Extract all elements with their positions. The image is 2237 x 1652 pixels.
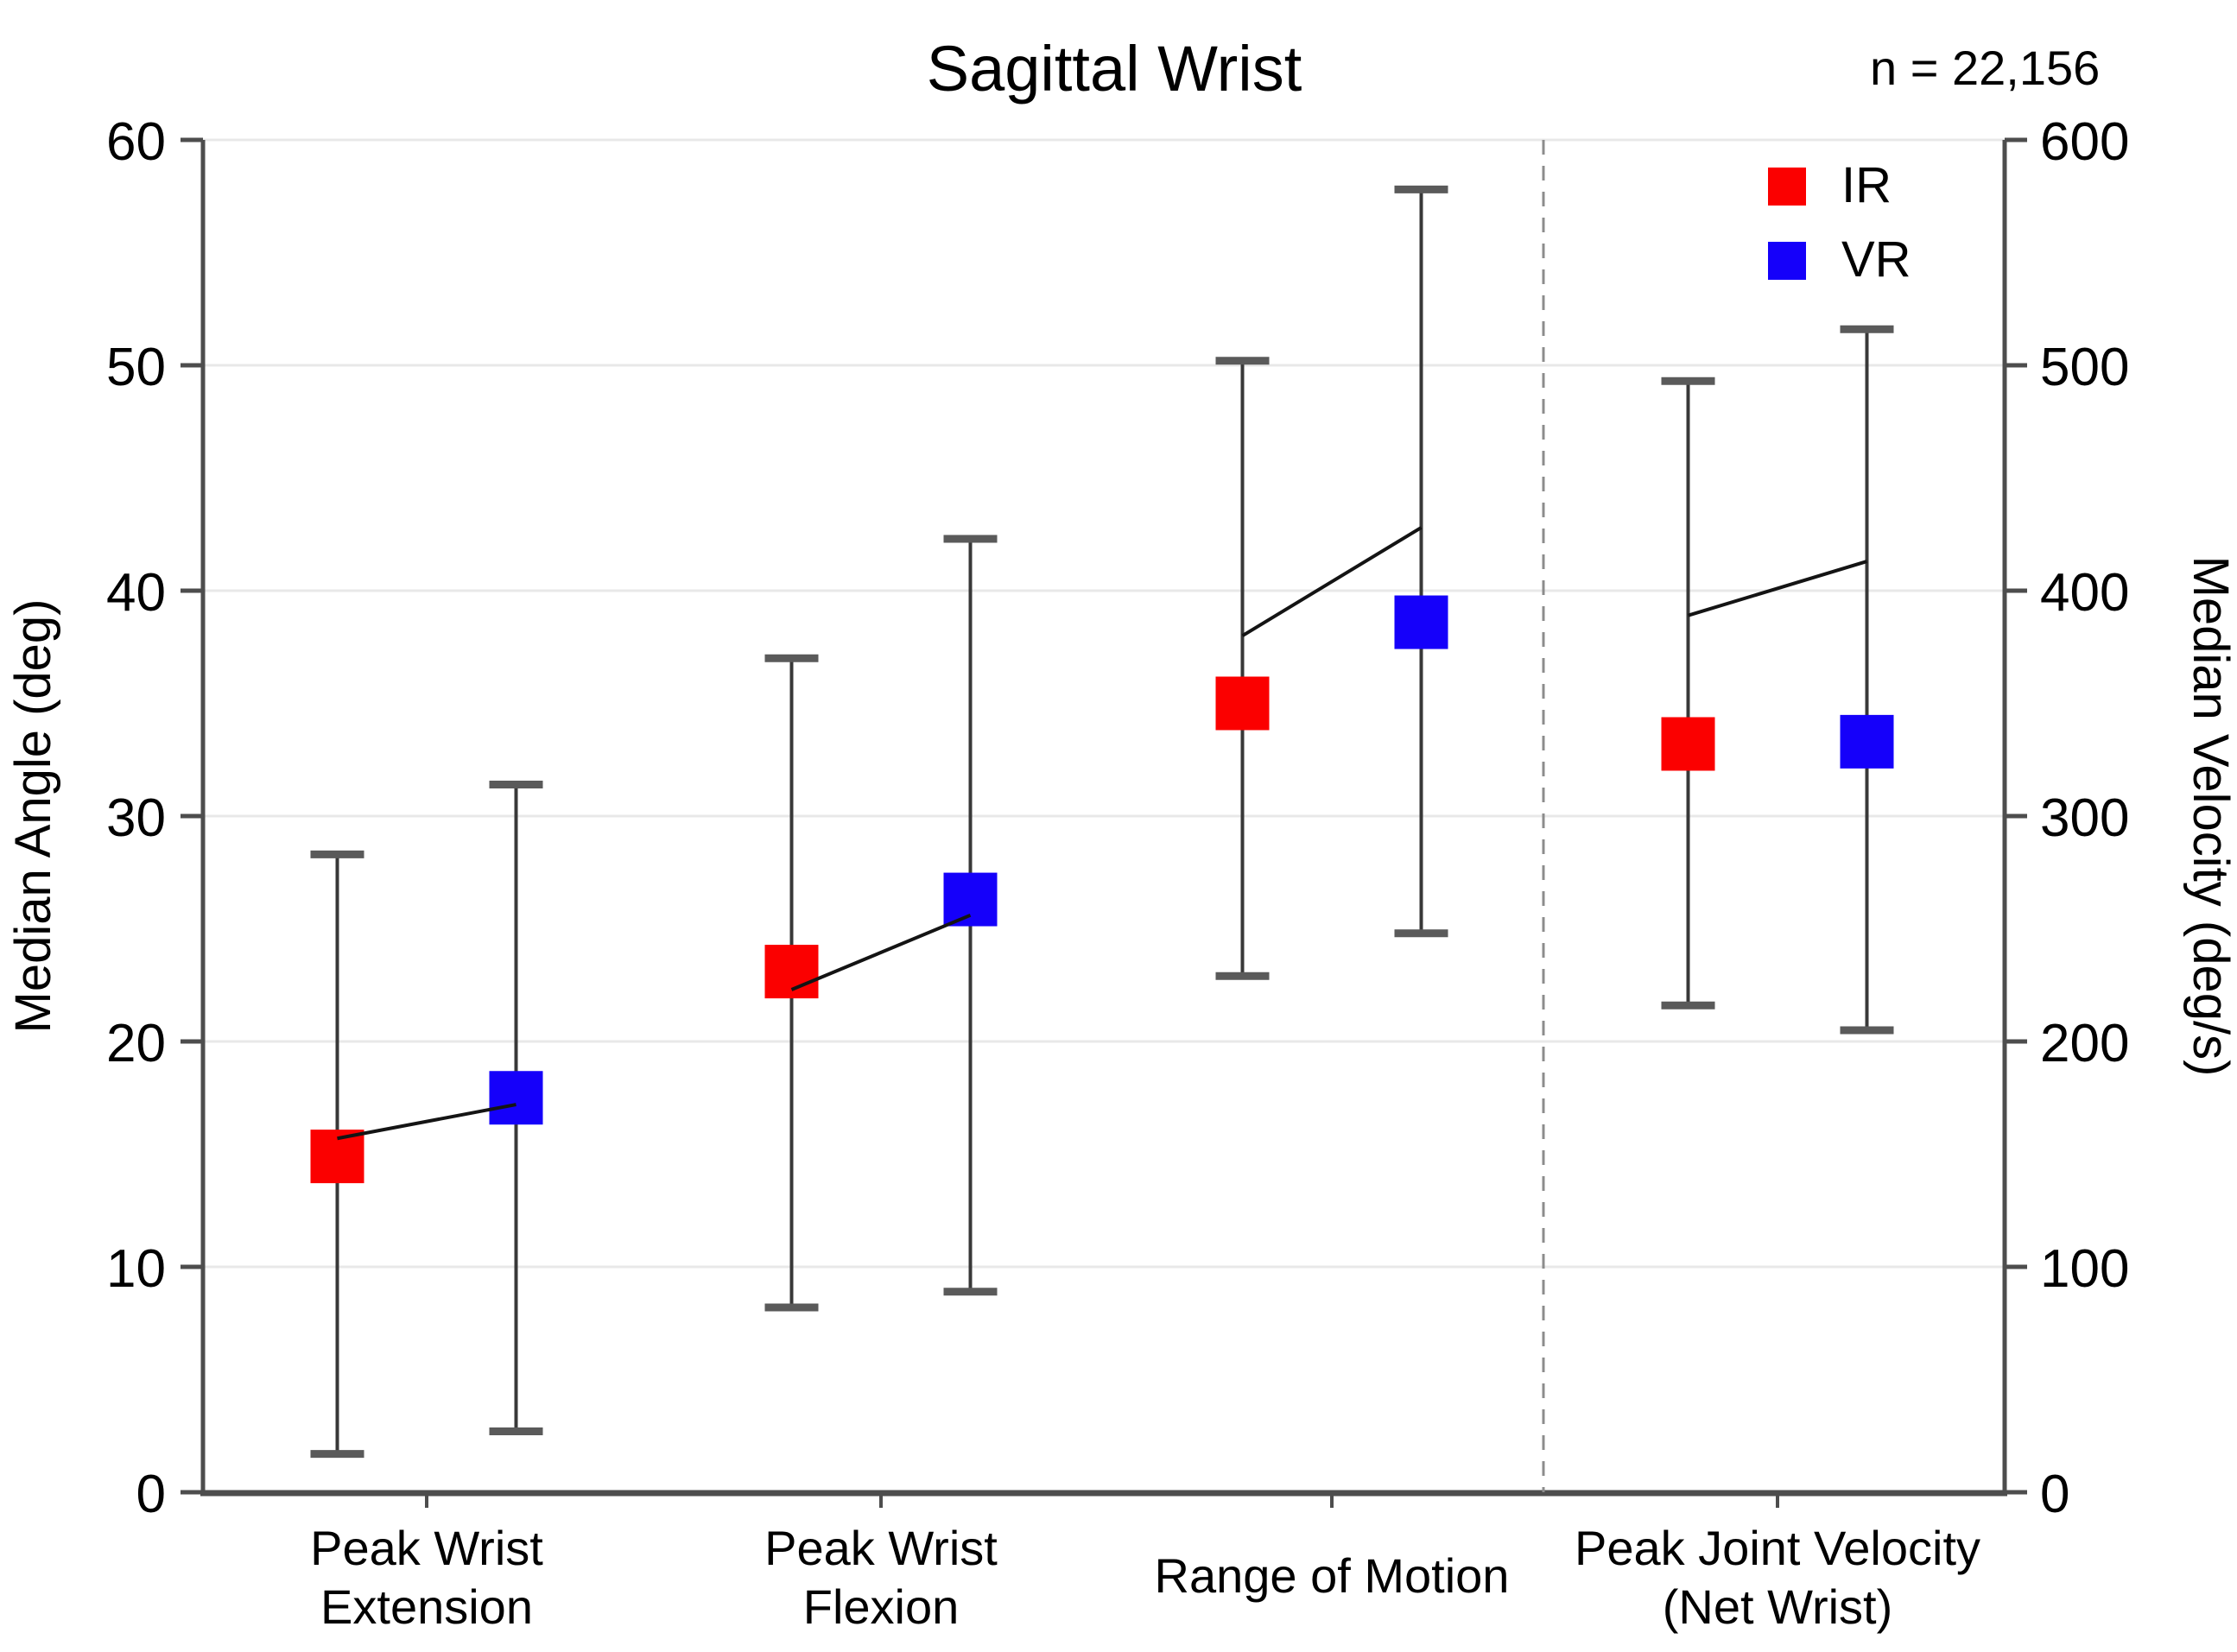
right-axis-title: Median Velocity (deg/s) bbox=[2183, 556, 2237, 1077]
mean-trend-line bbox=[1241, 526, 1423, 637]
data-series bbox=[310, 185, 1894, 1459]
legend: IR VR bbox=[1768, 157, 1911, 288]
right-axis-tick-label: 500 bbox=[2040, 338, 2129, 397]
legend-label-ir: IR bbox=[1841, 157, 1892, 213]
legend-label-vr: VR bbox=[1841, 231, 1911, 288]
median-marker-vr bbox=[943, 872, 998, 927]
sample-size-annotation: n = 22,156 bbox=[1870, 41, 2100, 95]
right-axis-tick-label: 300 bbox=[2040, 788, 2129, 848]
legend-swatch-ir bbox=[1768, 168, 1806, 206]
category-label: Peak Wrist bbox=[764, 1521, 998, 1575]
left-axis-tick-label: 40 bbox=[106, 563, 166, 623]
median-marker-vr bbox=[1394, 595, 1448, 649]
right-axis-tick-label: 100 bbox=[2040, 1239, 2129, 1299]
left-axis-tick-label: 50 bbox=[106, 338, 166, 397]
median-marker-ir bbox=[764, 945, 819, 999]
gridlines bbox=[203, 138, 2005, 1269]
chart-title: Sagittal Wrist bbox=[927, 33, 1302, 104]
left-axis-tick-label: 30 bbox=[106, 788, 166, 848]
median-marker-ir bbox=[1215, 676, 1270, 731]
median-marker-vr bbox=[489, 1071, 543, 1125]
left-axis-tick-label: 20 bbox=[106, 1014, 166, 1073]
left-axis-tick-label: 0 bbox=[136, 1465, 166, 1524]
median-marker-ir bbox=[1661, 717, 1715, 771]
category-label: Range of Motion bbox=[1155, 1548, 1510, 1603]
median-marker-ir bbox=[310, 1130, 364, 1184]
axes-frame bbox=[181, 137, 2027, 1508]
category-label: (Net Wrist) bbox=[1663, 1579, 1893, 1634]
mean-trend-line bbox=[1687, 560, 1868, 617]
right-axis-tick-label: 400 bbox=[2040, 563, 2129, 623]
mean-trend-line bbox=[337, 1103, 516, 1141]
median-marker-vr bbox=[1840, 714, 1894, 769]
mean-trend-line bbox=[790, 913, 972, 991]
right-axis-tick-label: 0 bbox=[2040, 1465, 2069, 1524]
category-label: Flexion bbox=[803, 1579, 960, 1634]
right-axis-tick-label: 200 bbox=[2040, 1014, 2129, 1073]
category-label: Peak Wrist bbox=[310, 1521, 543, 1575]
left-axis-tick-label: 10 bbox=[106, 1239, 166, 1299]
left-axis-title: Median Angle (deg) bbox=[5, 599, 61, 1034]
right-axis-tick-label: 600 bbox=[2040, 112, 2129, 172]
category-label: Peak Joint Velocity bbox=[1575, 1521, 1980, 1575]
left-axis-tick-label: 60 bbox=[106, 112, 166, 172]
category-label: Extension bbox=[320, 1579, 533, 1634]
legend-swatch-vr bbox=[1768, 242, 1806, 280]
